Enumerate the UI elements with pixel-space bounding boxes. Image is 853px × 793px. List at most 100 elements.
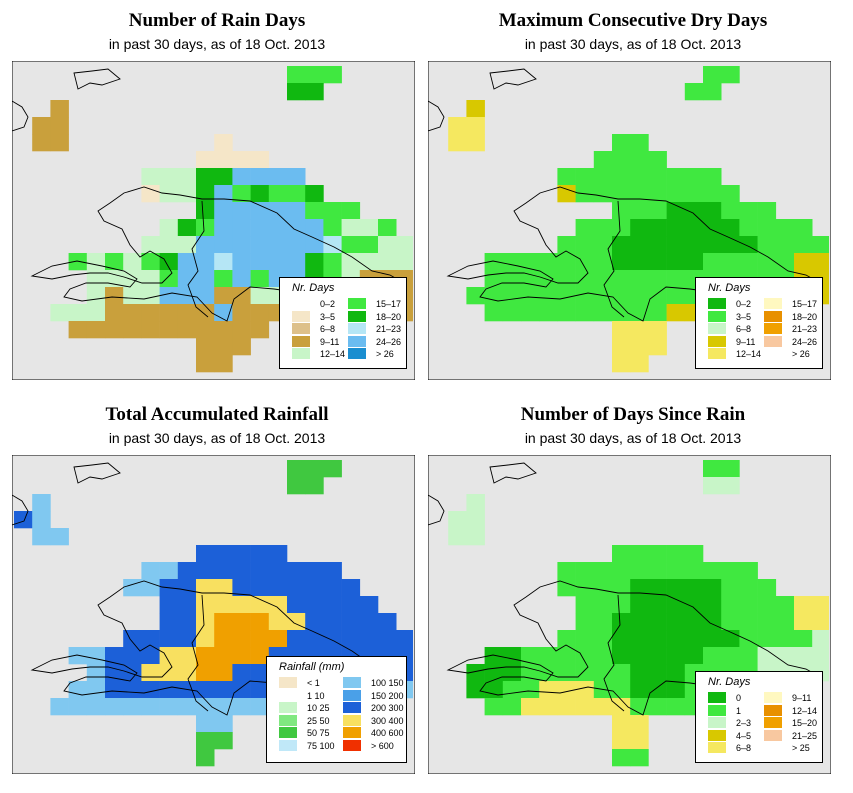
legend-label: 15–17 — [376, 299, 402, 309]
grid-cell — [196, 698, 215, 716]
grid-cell — [721, 613, 740, 631]
grid-cell — [630, 749, 649, 767]
grid-cell — [105, 681, 124, 699]
grid-cell — [703, 477, 722, 495]
grid-cell — [703, 596, 722, 614]
grid-cell — [648, 202, 667, 220]
grid-cell — [123, 270, 142, 288]
grid-cell — [575, 168, 595, 186]
grid-cell — [612, 321, 631, 339]
grid-cell — [648, 168, 667, 186]
grid-cell — [703, 647, 722, 665]
legend-label: 24–26 — [376, 336, 402, 347]
grid-cell — [648, 151, 667, 169]
grid-cell — [323, 613, 342, 631]
grid-cell — [812, 647, 829, 665]
legend-swatch — [292, 298, 310, 309]
grid-cell — [50, 304, 69, 322]
grid-cell — [86, 321, 106, 339]
legend-swatch — [279, 727, 297, 738]
grid-cell — [612, 596, 631, 614]
legend-swatch — [292, 348, 310, 359]
grid-cell — [141, 304, 160, 322]
grid-cell — [648, 219, 667, 237]
grid-cell — [123, 664, 142, 682]
grid-cell — [287, 630, 306, 648]
grid-cell — [757, 596, 777, 614]
grid-cell — [684, 219, 704, 237]
grid-cell — [775, 630, 795, 648]
grid-cell — [630, 664, 649, 682]
grid-cell — [521, 681, 540, 699]
grid-cell — [630, 253, 649, 271]
legend-label: 9–11 — [736, 336, 756, 347]
grid-cell — [630, 270, 649, 288]
grid-cell — [630, 321, 649, 339]
grid-cell — [214, 134, 233, 152]
grid-cell — [794, 647, 813, 665]
grid-cell — [159, 304, 179, 322]
grid-cell — [593, 151, 613, 169]
grid-cell — [141, 236, 160, 254]
legend-swatch — [343, 702, 361, 713]
grid-cell — [177, 168, 197, 186]
grid-cell — [684, 185, 704, 203]
island-outline — [12, 494, 29, 526]
legend-swatch — [348, 335, 366, 347]
grid-cell — [684, 202, 704, 220]
grid-cell — [214, 355, 233, 373]
grid-cell — [794, 596, 813, 614]
grid-cell — [196, 355, 215, 373]
grid-cell — [812, 630, 829, 648]
grid-cell — [593, 236, 613, 254]
grid-cell — [141, 253, 160, 271]
grid-cell — [105, 698, 124, 716]
grid-cell — [612, 355, 631, 373]
grid-cell — [268, 613, 288, 631]
grid-cell — [214, 664, 233, 682]
grid-cell — [648, 236, 667, 254]
grid-cell — [721, 477, 740, 495]
grid-cell — [232, 338, 251, 356]
grid-cell — [287, 219, 306, 237]
grid-cell — [703, 219, 722, 237]
legend-swatch — [279, 702, 297, 713]
grid-cell — [141, 681, 160, 699]
grid-cell — [141, 287, 160, 305]
grid-cell — [484, 287, 504, 305]
grid-cell — [359, 630, 379, 648]
grid-cell — [612, 338, 631, 356]
grid-cell — [448, 511, 467, 529]
grid-cell — [177, 219, 197, 237]
grid-cell — [268, 596, 288, 614]
grid-cell — [159, 613, 179, 631]
grid-cell — [666, 681, 686, 699]
legend-swatch — [764, 310, 782, 322]
grid-cell — [612, 681, 631, 699]
grid-cell — [502, 698, 522, 716]
grid-cell — [214, 253, 233, 271]
grid-cell — [305, 562, 324, 580]
grid-cell — [448, 117, 467, 135]
grid-cell — [214, 287, 233, 305]
grid-cell — [68, 304, 88, 322]
grid-cell — [484, 304, 504, 322]
grid-cell — [775, 219, 795, 237]
legend-swatch — [764, 704, 782, 716]
grid-cell — [593, 219, 613, 237]
grid-cell — [794, 236, 813, 254]
grid-cell — [612, 749, 631, 767]
grid-cell — [177, 562, 197, 580]
grid-cell — [630, 236, 649, 254]
grid-cell — [521, 304, 540, 322]
grid-cell — [250, 321, 270, 339]
legend-label: 50 75 — [307, 728, 330, 738]
island-outline — [489, 462, 537, 484]
grid-cell — [448, 134, 467, 152]
grid-cell — [268, 236, 288, 254]
grid-cell — [341, 596, 361, 614]
legend-swatch — [708, 335, 726, 347]
legend-swatch — [343, 727, 361, 738]
grid-cell — [196, 562, 215, 580]
legend-swatch — [343, 739, 361, 751]
